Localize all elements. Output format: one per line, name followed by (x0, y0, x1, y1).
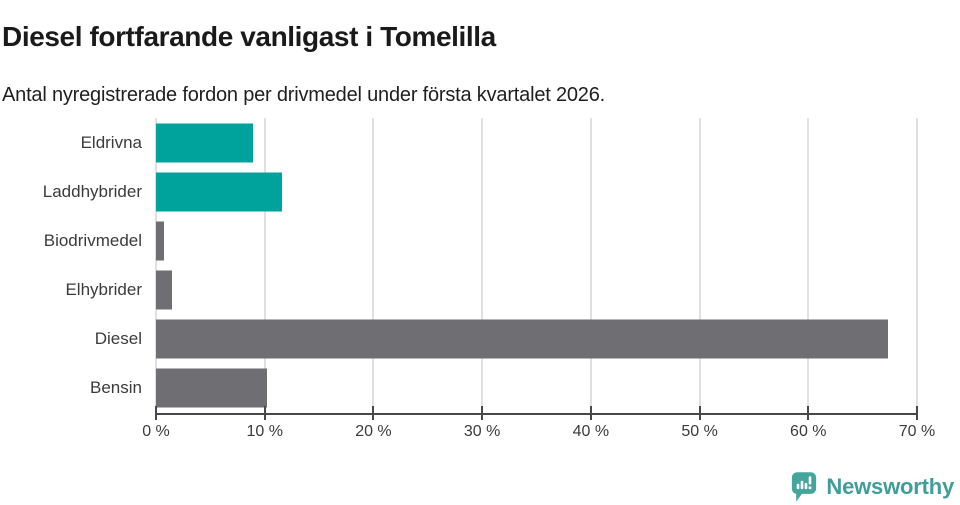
x-tick-label: 20 % (355, 423, 392, 440)
bar-row (156, 118, 917, 167)
category-label-eldrivna: Eldrivna (80, 132, 142, 152)
x-tick-label: 30 % (463, 423, 501, 440)
x-axis-tick (916, 406, 918, 420)
y-axis-category-labels: Eldrivna Laddhybrider Biodrivmedel Elhybrid… (0, 118, 142, 413)
gridline (263, 118, 266, 413)
gridline (155, 118, 157, 413)
category-label-diesel: Diesel (94, 329, 142, 349)
x-axis-tick (589, 406, 592, 420)
x-tick-label: 40 % (572, 423, 610, 440)
bar-elhybrider (156, 270, 173, 310)
bar-laddhybrider (156, 172, 283, 212)
bar-row (156, 364, 917, 413)
category-label-laddhybrider: Laddhybrider (42, 181, 142, 201)
x-axis-tick (155, 406, 157, 420)
x-tick-label: 60 % (790, 423, 827, 440)
gridline (807, 118, 810, 413)
x-axis-tick (807, 406, 810, 420)
bar-row (156, 266, 917, 315)
x-axis-tick (698, 406, 701, 420)
gridline (372, 118, 375, 413)
x-tick-label: 50 % (681, 423, 718, 440)
category-label-biodrivmedel: Biodrivmedel (43, 230, 142, 250)
x-tick-label: 10 % (246, 423, 283, 440)
newsworthy-branding: Newsworthy (791, 471, 954, 503)
category-label-elhybrider: Elhybrider (65, 280, 142, 300)
bar-chart: Eldrivna Laddhybrider Biodrivmedel Elhybrid… (0, 118, 960, 463)
gridline (589, 118, 592, 413)
bar-biodrivmedel (156, 221, 164, 261)
bar-row (156, 216, 917, 265)
bar-eldrivna (156, 123, 253, 163)
x-axis-tick (481, 406, 484, 420)
x-tick-label: 0 % (142, 423, 170, 440)
bar-row (156, 167, 917, 216)
gridline (916, 118, 918, 413)
plot-area (155, 118, 918, 420)
newsworthy-logo-icon (792, 472, 817, 502)
gridline (481, 118, 484, 413)
bar-diesel (156, 319, 888, 359)
bar-bensin (156, 368, 267, 408)
x-tick-label: 70 % (898, 423, 936, 440)
chart-title: Diesel fortfarande vanligast i Tomelilla (2, 20, 496, 52)
bar-row (156, 315, 917, 364)
x-axis-tick (263, 406, 266, 420)
x-axis-tick-labels: 0 % 10 % 20 % 30 % 40 % 50 % 60 % 70 % (142, 423, 935, 445)
bar-rows (156, 118, 917, 413)
gridline (698, 118, 701, 413)
category-label-bensin: Bensin (90, 378, 142, 398)
newsworthy-wordmark: Newsworthy (826, 474, 954, 499)
chart-subtitle: Antal nyregistrerade fordon per drivmede… (2, 84, 606, 106)
x-axis-tick (372, 406, 375, 420)
